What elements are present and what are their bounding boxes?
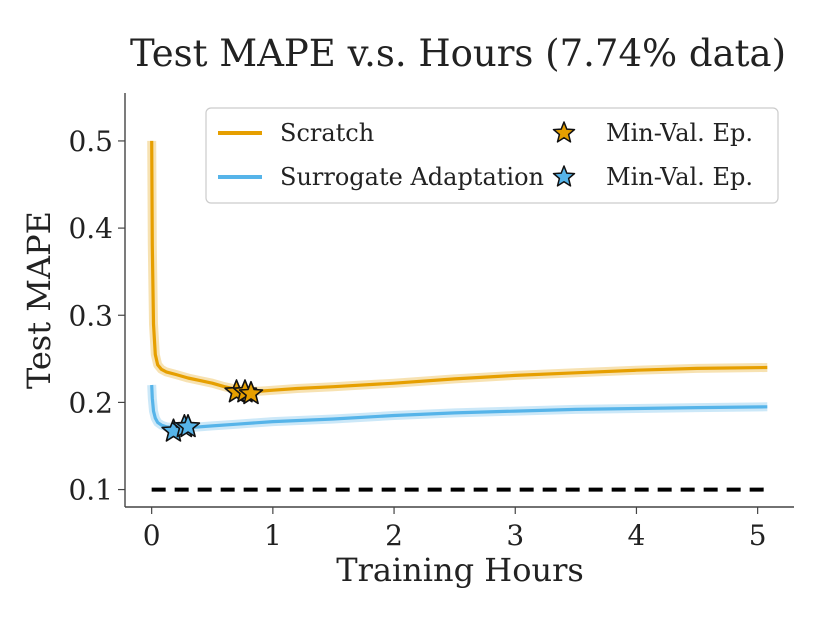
legend-frame	[205, 107, 779, 204]
legend-label: Surrogate Adaptation	[280, 163, 544, 191]
x-tick-label: 2	[385, 519, 403, 552]
legend-label: Scratch	[280, 119, 374, 147]
plot-area: 0 1 2 3 4 5 0.1 0.2 0.3 0.4 0.5	[68, 93, 794, 552]
y-tick-label: 0.1	[68, 474, 113, 507]
chart-title: Test MAPE v.s. Hours (7.74% data)	[130, 32, 786, 75]
x-tick-label: 4	[628, 519, 646, 552]
y-tick-label: 0.2	[68, 386, 113, 419]
min-val-star-marker	[175, 414, 201, 438]
x-tick-label: 5	[749, 519, 767, 552]
x-axis-label: Training Hours	[336, 551, 584, 589]
legend-star-handle	[552, 121, 576, 143]
x-tick-label: 0	[143, 519, 161, 552]
legend-label: Min-Val. Ep.	[606, 119, 753, 147]
legend-label: Min-Val. Ep.	[606, 163, 753, 191]
y-tick-label: 0.4	[68, 212, 113, 245]
legend: Scratch Min-Val. Ep. Surrogate Adaptation M…	[205, 107, 779, 204]
y-tick-label: 0.3	[68, 299, 113, 332]
x-tick-label: 1	[264, 519, 282, 552]
min-val-star-marker	[238, 380, 264, 405]
y-tick-label: 0.5	[68, 125, 113, 158]
markers-layer	[161, 379, 264, 442]
legend-star-handle	[552, 165, 576, 187]
axis-ticks: 0 1 2 3 4 5 0.1 0.2 0.3 0.4 0.5	[68, 125, 766, 552]
y-axis-label: Test MAPE	[20, 211, 58, 389]
x-tick-label: 3	[506, 519, 524, 552]
series-line-surrogate-adaptation	[150, 384, 768, 430]
